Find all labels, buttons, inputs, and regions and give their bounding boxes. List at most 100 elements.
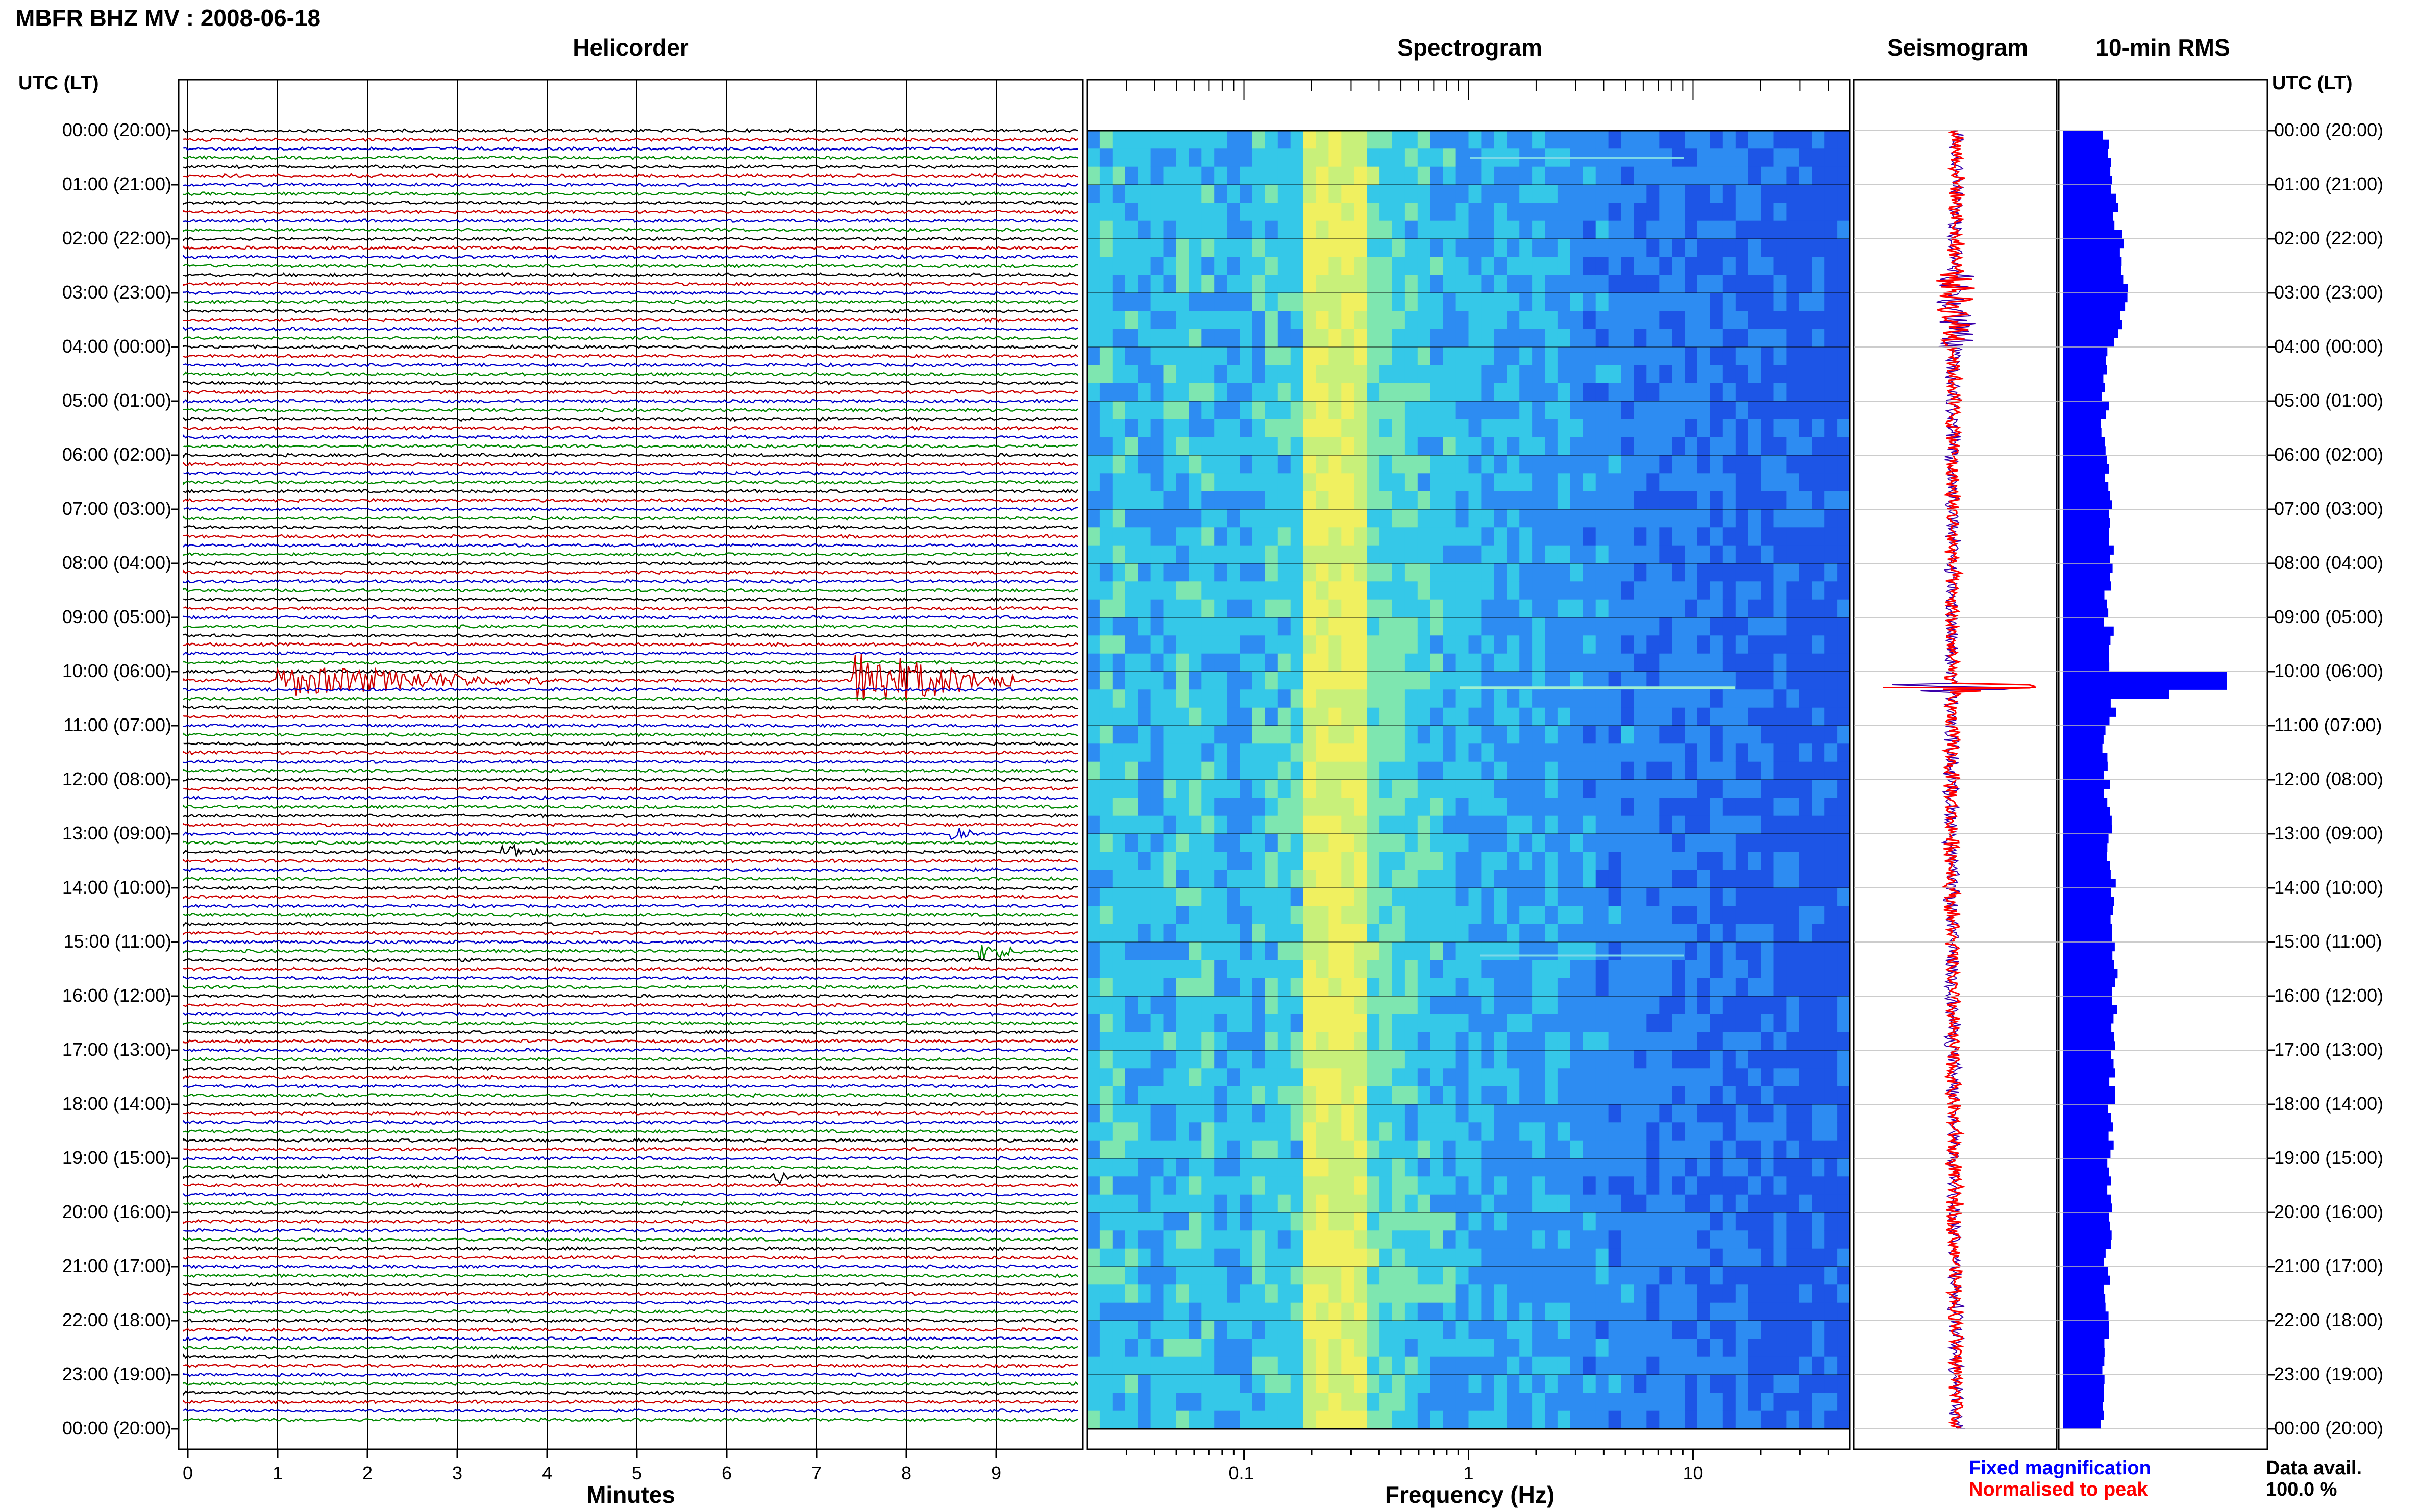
spectrogram-cell [1455,1158,1469,1177]
spectrogram-cell [1417,383,1431,402]
spectrogram-cell [1557,996,1571,1014]
spectrogram-cell [1303,220,1317,239]
spectrogram-cell [1176,203,1189,221]
spectrogram-cell [1430,978,1444,997]
spectrogram-cell [1494,275,1507,293]
spectrogram-cell [1392,220,1405,239]
spectrogram-cell [1646,888,1660,906]
spectrogram-cell [1621,1393,1634,1411]
spectrogram-cell [1125,761,1139,780]
spectrogram-cell [1443,707,1457,726]
spectrogram-cell [1227,798,1240,816]
spectrogram-cell [1608,1176,1622,1195]
spectrogram-cell [1773,1302,1787,1321]
spectrogram-cell [1112,473,1126,492]
rms-bar [2063,401,2109,411]
spectrogram-cell [1303,815,1317,834]
spectrogram-cell [1125,815,1139,834]
spectrogram-cell [1532,365,1545,384]
spectrogram-cell [1125,852,1139,871]
spectrogram-cell [1685,383,1698,402]
spectrogram-cell [1583,635,1596,654]
spectrogram-cell [1507,455,1520,474]
spectrogram-cell [1570,1194,1584,1213]
helicorder-trace [183,452,1078,459]
spectrogram-cell [1799,347,1812,365]
spectrogram-cell [1404,437,1418,456]
spectrogram-cell [1099,906,1113,925]
spectrogram-cell [1455,1284,1469,1303]
spectrogram-cell [1099,383,1113,402]
spectrogram-cell [1507,1248,1520,1267]
spectrogram-cell [1646,1158,1660,1177]
spectrogram-cell [1634,689,1647,708]
spectrogram-cell [1099,419,1113,438]
spectrogram-cell [1227,1140,1240,1159]
spectrogram-cell [1722,960,1736,979]
spectrogram-cell [1494,707,1507,726]
spectrogram-cell [1532,1050,1545,1069]
spectrogram-cell [1545,509,1558,528]
spectrogram-cell [1138,924,1151,943]
spectrogram-cell [1494,798,1507,816]
spectrogram-cell [1786,1267,1799,1285]
spectrogram-cell [1367,996,1380,1014]
spectrogram-cell [1112,131,1126,149]
spectrogram-cell [1773,239,1787,257]
spectrogram-cell [1608,329,1622,348]
spectrogram-cell [1824,293,1838,311]
spectrogram-cell [1176,1248,1189,1267]
spectrogram-cell [1799,780,1812,798]
spectrogram-cell [1646,689,1660,708]
spectrogram-cell [1481,185,1494,203]
spectrogram-cell [1837,148,1850,167]
spectrogram-cell [1430,347,1444,365]
spectrogram-cell [1290,455,1304,474]
spectrogram-cell [1659,852,1672,871]
spectrogram-cell [1672,239,1685,257]
spectrogram-cell [1367,293,1380,311]
spectrogram-cell [1659,707,1672,726]
spectrogram-cell [1087,1104,1100,1123]
spectrogram-cell [1519,635,1533,654]
spectrogram-cell [1659,1248,1672,1267]
spectrogram-cell [1163,1321,1176,1339]
spectrogram-cell [1277,257,1291,276]
spectrogram-cell [1354,329,1367,348]
spectrogram-cell [1608,257,1622,276]
rms-bar [2063,518,2110,528]
spectrogram-cell [1404,672,1418,690]
spectrogram-cell [1748,1176,1762,1195]
spectrogram-cell [1646,852,1660,871]
spectrogram-cell [1634,960,1647,979]
spectrogram-cell [1112,491,1126,510]
spectrogram-cell [1837,978,1850,997]
spectrogram-cell [1824,1356,1838,1375]
spectrogram-cell [1685,726,1698,744]
spectrogram-cell [1812,1050,1825,1069]
spectrogram-cell [1494,1050,1507,1069]
spectrogram-cell [1354,1267,1367,1285]
spectrogram-cell [1455,870,1469,888]
spectrogram-cell [1837,1356,1850,1375]
spectrogram-cell [1494,1140,1507,1159]
spectrogram-cell [1367,743,1380,762]
spectrogram-cell [1328,672,1342,690]
spectrogram-cell [1303,1284,1317,1303]
spectrogram-cell [1087,437,1100,456]
spectrogram-cell [1824,1014,1838,1033]
spectrogram-cell [1735,924,1749,943]
spectrogram-cell [1443,1032,1457,1051]
spectrogram-cell [1379,311,1393,330]
spectrogram-cell [1163,1356,1176,1375]
spectrogram-cell [1443,203,1457,221]
spectrogram-cell [1290,1176,1304,1195]
spectrogram-cell [1697,1176,1711,1195]
spectrogram-cell [1481,1339,1494,1357]
spectrogram-cell [1176,1230,1189,1249]
spectrogram-cell [1710,455,1723,474]
spectrogram-cell [1277,545,1291,564]
spectrogram-cell [1214,672,1227,690]
spectrogram-cell [1455,653,1469,672]
spectrogram-cell [1748,743,1762,762]
